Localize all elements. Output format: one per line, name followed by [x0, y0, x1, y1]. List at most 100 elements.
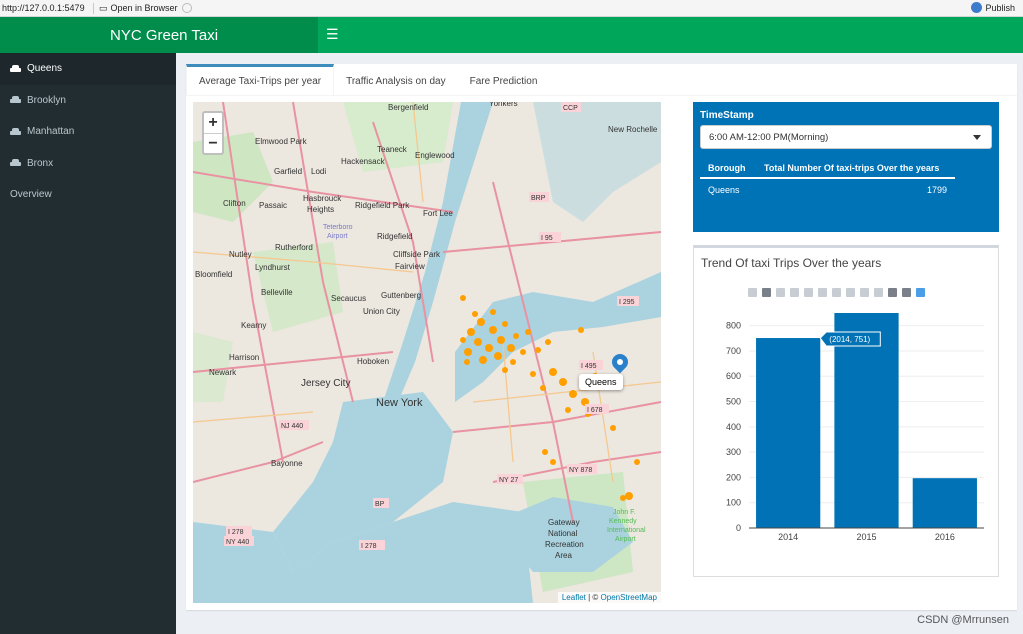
svg-text:I 678: I 678	[587, 407, 603, 414]
svg-text:National: National	[548, 529, 578, 538]
camera-icon[interactable]	[748, 288, 757, 297]
svg-text:BP: BP	[375, 501, 385, 508]
svg-text:Ridgefield Park: Ridgefield Park	[355, 201, 410, 210]
timestamp-select[interactable]: 6:00 AM-12:00 PM(Morning)	[700, 125, 992, 149]
box-select-icon[interactable]	[790, 288, 799, 297]
svg-text:Clifton: Clifton	[223, 199, 246, 208]
svg-text:Secaucus: Secaucus	[331, 294, 366, 303]
leaflet-link[interactable]: Leaflet	[561, 593, 586, 602]
bar-2014[interactable]	[756, 338, 821, 528]
svg-text:Airport: Airport	[615, 536, 636, 543]
svg-text:NY 878: NY 878	[569, 467, 592, 474]
hover-tooltip: (2014, 751)	[819, 331, 881, 347]
tab-fare-prediction[interactable]: Fare Prediction	[469, 75, 538, 87]
svg-text:Englewood: Englewood	[415, 151, 455, 160]
svg-text:I 295: I 295	[619, 299, 635, 306]
svg-text:Belleville: Belleville	[261, 288, 293, 297]
autoscale-icon[interactable]	[846, 288, 855, 297]
timestamp-box: TimeStamp 6:00 AM-12:00 PM(Morning) Boro…	[693, 102, 999, 232]
pan-icon[interactable]	[776, 288, 785, 297]
svg-text:Kennedy: Kennedy	[609, 518, 637, 525]
map-zoom-control: + −	[202, 111, 224, 155]
toolbar-divider	[93, 2, 94, 14]
bar-2015[interactable]	[834, 313, 899, 528]
svg-text:I 278: I 278	[361, 543, 377, 550]
reset-axes-icon[interactable]	[860, 288, 869, 297]
sidebar-item-manhattan[interactable]: Manhattan	[0, 116, 176, 148]
svg-text:Rutherford: Rutherford	[275, 243, 313, 252]
svg-text:Lodi: Lodi	[311, 167, 326, 176]
svg-text:Guttenberg: Guttenberg	[381, 291, 421, 300]
svg-text:I 278: I 278	[228, 529, 244, 536]
zoom-in-icon[interactable]	[818, 288, 827, 297]
zoom-out-icon[interactable]	[832, 288, 841, 297]
app-title: NYC Green Taxi	[0, 17, 318, 53]
svg-text:Bayonne: Bayonne	[271, 459, 303, 468]
y-tick-label: 0	[736, 523, 741, 533]
hover-tooltip-text: (2014, 751)	[829, 335, 870, 344]
tab-bar: Average Taxi-Trips per year Traffic Anal…	[186, 64, 1017, 96]
bar-2016[interactable]	[912, 478, 977, 528]
publish-icon	[971, 2, 983, 13]
publish-button[interactable]: Publish	[971, 2, 1015, 13]
svg-text:Teaneck: Teaneck	[377, 145, 408, 154]
zoom-icon[interactable]	[762, 288, 771, 297]
tab-traffic-analysis[interactable]: Traffic Analysis on day	[346, 75, 446, 87]
x-tick-label: 2014	[778, 532, 798, 542]
zoom-in-button[interactable]: +	[208, 114, 218, 131]
svg-text:Elmwood Park: Elmwood Park	[255, 137, 308, 146]
zoom-out-button[interactable]: −	[204, 133, 222, 153]
svg-text:CCP: CCP	[563, 105, 578, 112]
table-header: Borough Total Number Of taxi-trips Over …	[700, 163, 955, 179]
svg-text:Gateway: Gateway	[548, 518, 580, 527]
chart-title: Trend Of taxi Trips Over the years	[701, 256, 882, 270]
tab-average-taxi-trips[interactable]: Average Taxi-Trips per year	[186, 64, 335, 95]
plotly-logo-icon[interactable]	[916, 288, 925, 297]
y-tick-label: 200	[726, 472, 741, 482]
sidebar-item-label: Overview	[10, 189, 52, 201]
svg-text:Union City: Union City	[363, 307, 400, 316]
y-tick-label: 700	[726, 346, 741, 356]
map[interactable]: Bergenfield Yonkers New Rochelle Teaneck…	[193, 102, 661, 603]
open-in-browser-button[interactable]: ▭ Open in Browser	[99, 3, 178, 14]
svg-text:Recreation: Recreation	[545, 540, 584, 549]
column-header-borough: Borough	[708, 163, 746, 173]
refresh-icon[interactable]	[181, 3, 192, 13]
svg-text:NY 27: NY 27	[499, 477, 518, 484]
svg-text:Harrison: Harrison	[229, 353, 259, 362]
car-icon	[10, 127, 21, 136]
hover-closest-icon[interactable]	[888, 288, 897, 297]
sidebar-toggle-icon[interactable]: ☰	[326, 26, 339, 42]
svg-text:Hackensack: Hackensack	[341, 157, 386, 166]
svg-text:New York: New York	[376, 397, 423, 409]
car-icon	[10, 64, 21, 73]
bar-chart: 0 100 200 300 400 500 600 700 800 2014 2015 2016 (2…	[726, 313, 984, 542]
timestamp-select-value: 6:00 AM-12:00 PM(Morning)	[709, 131, 829, 143]
svg-text:Ridgefield: Ridgefield	[377, 232, 413, 241]
map-tiles: Bergenfield Yonkers New Rochelle Teaneck…	[193, 102, 661, 603]
sidebar-item-overview[interactable]: Overview	[0, 179, 176, 211]
browser-toolbar: http://127.0.0.1:5479 ▭ Open in Browser …	[0, 0, 1023, 17]
sidebar-item-queens[interactable]: Queens	[0, 53, 176, 85]
openstreetmap-link[interactable]: OpenStreetMap	[600, 593, 657, 602]
svg-text:Kearny: Kearny	[241, 321, 266, 330]
sidebar-item-bronx[interactable]: Bronx	[0, 148, 176, 180]
watermark: CSDN @Mrrunsen	[917, 614, 1009, 626]
spike-lines-icon[interactable]	[874, 288, 883, 297]
sidebar-item-brooklyn[interactable]: Brooklyn	[0, 85, 176, 117]
svg-text:I 95: I 95	[541, 235, 553, 242]
svg-text:Newark: Newark	[209, 368, 237, 377]
svg-text:Lyndhurst: Lyndhurst	[255, 263, 291, 272]
browser-icon: ▭	[99, 2, 108, 13]
url-text[interactable]: http://127.0.0.1:5479	[2, 3, 85, 13]
svg-text:Garfield: Garfield	[274, 167, 302, 176]
lasso-select-icon[interactable]	[804, 288, 813, 297]
svg-text:Yonkers: Yonkers	[489, 102, 518, 108]
svg-text:Hasbrouck: Hasbrouck	[303, 194, 342, 203]
hover-compare-icon[interactable]	[902, 288, 911, 297]
svg-text:New Rochelle: New Rochelle	[608, 125, 658, 134]
y-tick-label: 800	[726, 321, 741, 331]
svg-text:NJ 440: NJ 440	[281, 423, 303, 430]
app-header: NYC Green Taxi ☰	[0, 17, 1023, 53]
caret-down-icon	[973, 135, 981, 140]
